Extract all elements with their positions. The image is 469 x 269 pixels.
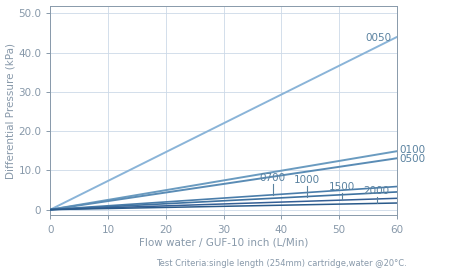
Text: 0050: 0050 [365,33,391,43]
Text: 0700: 0700 [259,173,286,183]
Text: 0100: 0100 [400,145,426,155]
Text: 2000: 2000 [363,186,390,196]
Text: 0500: 0500 [400,154,426,164]
Y-axis label: Differential Pressure (kPa): Differential Pressure (kPa) [6,43,15,179]
Text: 1000: 1000 [294,175,320,185]
Text: Test Criteria:single length (254mm) cartridge,water @20°C.: Test Criteria:single length (254mm) cart… [156,259,407,268]
Text: 1500: 1500 [329,182,355,192]
X-axis label: Flow water / GUF-10 inch (L/Min): Flow water / GUF-10 inch (L/Min) [139,237,308,247]
